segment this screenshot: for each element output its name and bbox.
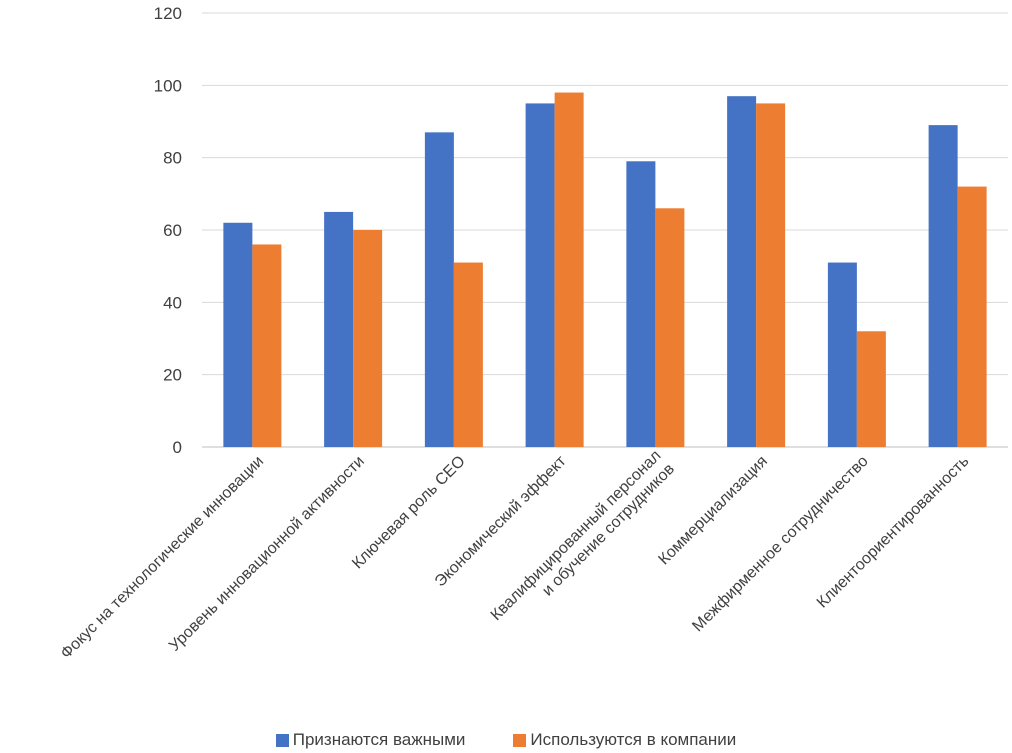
y-tick-label: 0: [173, 438, 182, 457]
x-axis-labels: Фокус на технологические инновацииУровен…: [58, 447, 973, 662]
legend-swatch-important: [275, 733, 289, 747]
bar-chart: 0 20 40 60 80 100 120 Фокус на технологические…: [58, 4, 1008, 662]
legend-label-important: Признаются важными: [292, 730, 466, 749]
y-tick-label: 60: [163, 221, 182, 240]
bar-important-5: [727, 96, 757, 447]
x-category-label-line: Уровень инновационной активности: [166, 453, 368, 655]
bar-used-1: [353, 230, 383, 447]
bar-used-3: [554, 92, 584, 448]
bar-important-7: [928, 125, 958, 447]
bar-used-4: [655, 208, 685, 447]
x-category-label-line: и обучение сотрудников: [539, 461, 678, 600]
x-category-label-line: Межфирменное сотрудничество: [689, 453, 871, 635]
x-category-label-line: Квалифицированный персонал: [488, 447, 665, 624]
x-category-label: Квалифицированный персонали обучение сот…: [488, 447, 678, 637]
bar-used-0: [252, 244, 282, 447]
y-tick-label: 120: [154, 4, 182, 23]
bar-important-3: [525, 103, 555, 448]
y-tick-label: 20: [163, 366, 182, 385]
bar-used-7: [957, 186, 987, 447]
bar-important-0: [223, 222, 253, 447]
x-category-label-line: Фокус на технологические инновации: [58, 453, 267, 662]
gridlines: [202, 12, 1008, 448]
x-category-label: Фокус на технологические инновации: [58, 453, 267, 662]
bar-important-6: [827, 262, 857, 447]
legend-label-used: Используются в компании: [530, 730, 737, 749]
x-category-label: Межфирменное сотрудничество: [689, 453, 871, 635]
x-category-label-line: Ключевая роль CEO: [349, 453, 469, 573]
legend-item-important: Признаются важными: [275, 728, 466, 752]
legend-item-used: Используются в компании: [513, 728, 736, 752]
bar-used-6: [856, 331, 886, 447]
bar-important-4: [626, 161, 656, 448]
bar-used-2: [453, 262, 483, 447]
x-category-label: Уровень инновационной активности: [166, 453, 368, 655]
y-axis-ticks: 0 20 40 60 80 100 120: [154, 4, 182, 457]
y-tick-label: 40: [163, 293, 182, 312]
bar-important-1: [324, 211, 354, 447]
y-tick-label: 100: [154, 76, 182, 95]
y-tick-label: 80: [163, 149, 182, 168]
bar-important-2: [424, 132, 454, 447]
legend: Признаются важными Используются в компан…: [0, 728, 1012, 752]
legend-swatch-used: [513, 733, 527, 747]
bars: [223, 92, 987, 448]
x-category-label: Ключевая роль CEO: [349, 453, 469, 573]
bar-used-5: [756, 103, 786, 448]
